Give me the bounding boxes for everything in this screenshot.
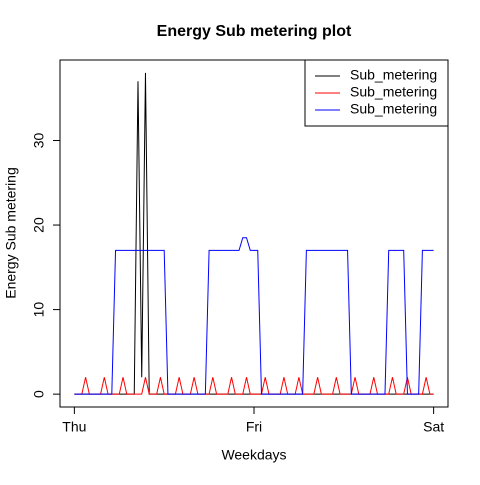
series-line xyxy=(74,377,434,395)
legend-label: Sub_metering xyxy=(350,67,437,83)
chart-title: Energy Sub metering plot xyxy=(157,23,352,40)
y-tick-label: 30 xyxy=(31,132,47,148)
legend-label: Sub_metering xyxy=(350,84,437,100)
legend-label: Sub_metering xyxy=(350,101,437,117)
x-tick-label: Sat xyxy=(423,419,444,435)
y-tick-label: 0 xyxy=(31,390,47,398)
y-tick-label: 10 xyxy=(31,302,47,318)
series-line xyxy=(74,237,434,395)
y-axis-label: Energy Sub metering xyxy=(3,167,19,299)
x-tick-label: Fri xyxy=(246,419,262,435)
x-axis-label: Weekdays xyxy=(221,447,286,463)
y-tick-label: 20 xyxy=(31,217,47,233)
x-tick-label: Thu xyxy=(62,419,86,435)
